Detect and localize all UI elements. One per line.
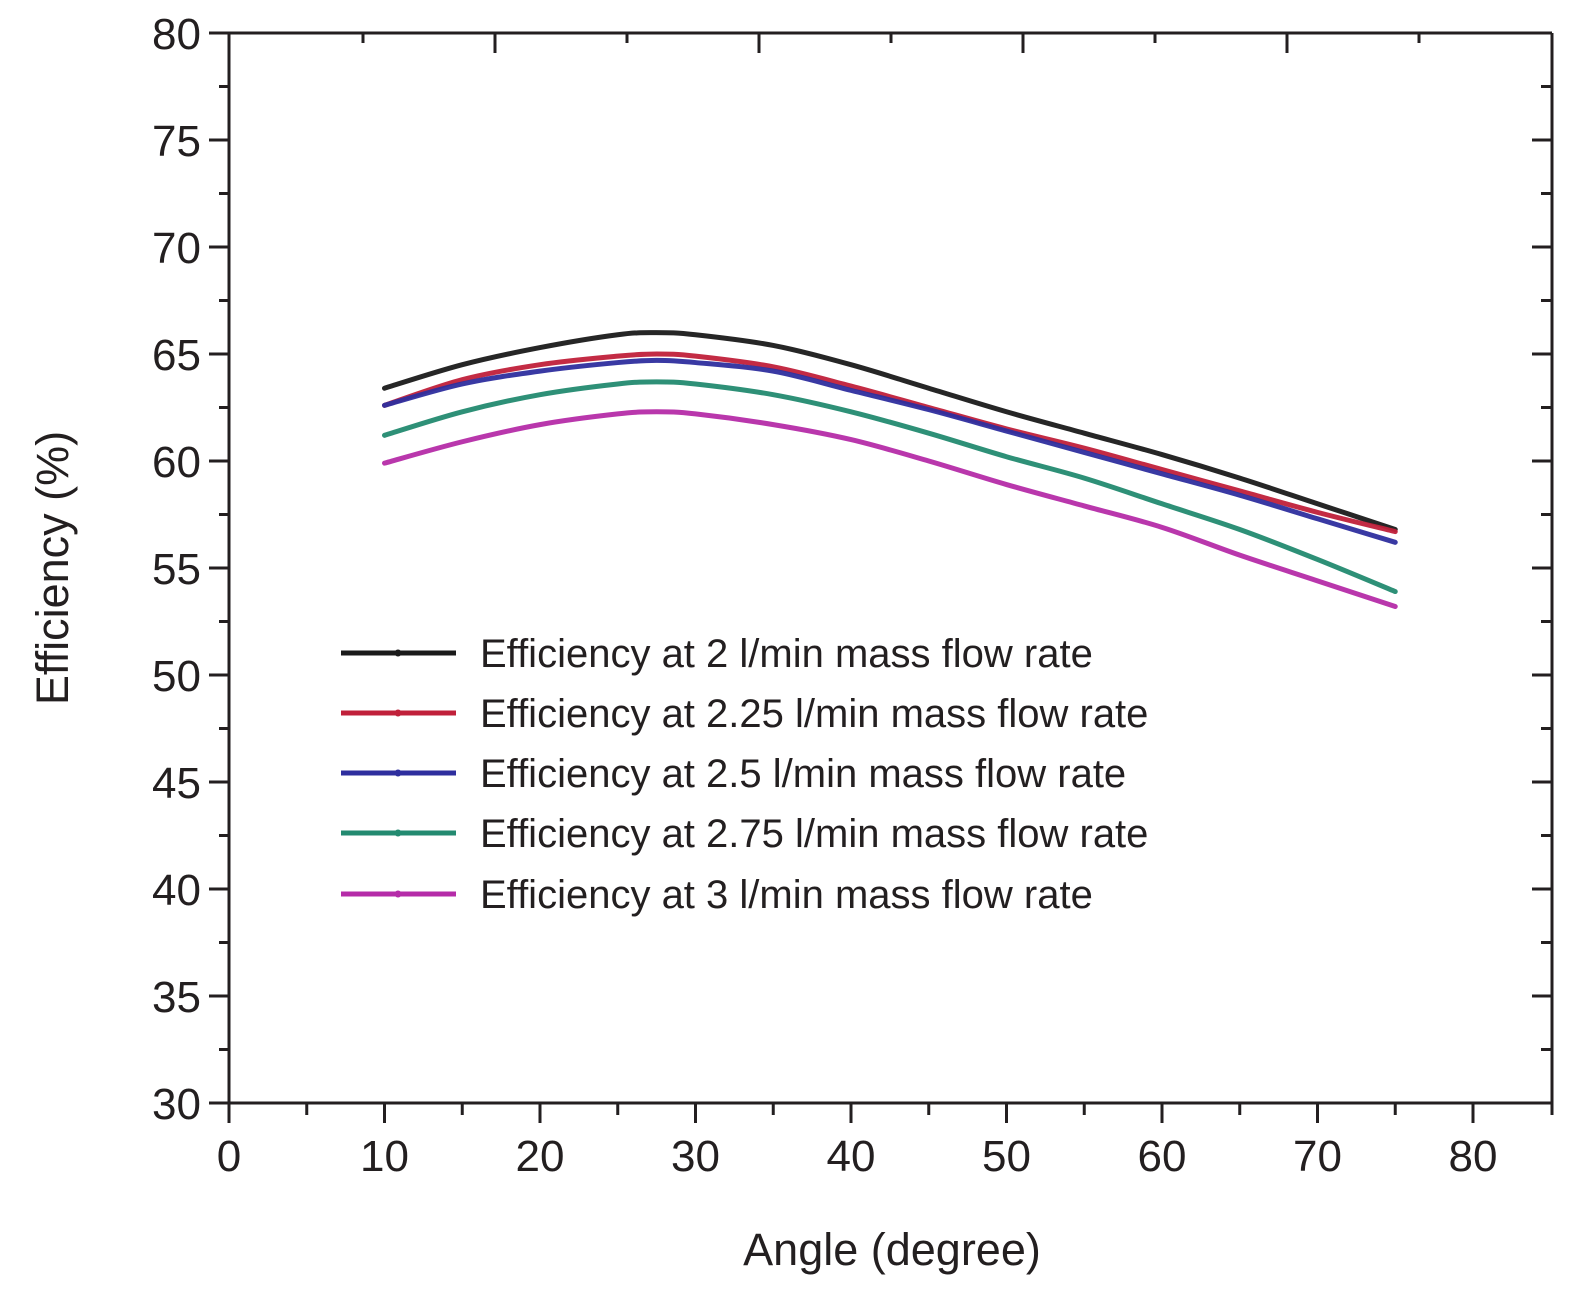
legend-item: Efficiency at 2 l/min mass flow rate: [341, 632, 1093, 676]
legend-item: Efficiency at 2.75 l/min mass flow rate: [341, 812, 1148, 856]
x-tick-label: 10: [360, 1132, 409, 1181]
y-tick-label: 65: [152, 331, 201, 380]
y-tick-label: 40: [152, 866, 201, 915]
legend-label: Efficiency at 2.25 l/min mass flow rate: [480, 692, 1148, 736]
legend-label: Efficiency at 2.75 l/min mass flow rate: [480, 812, 1148, 856]
x-tick-label: 60: [1138, 1132, 1187, 1181]
legend-swatch-marker: [394, 649, 402, 657]
x-tick-label: 50: [982, 1132, 1031, 1181]
x-tick-label: 70: [1293, 1132, 1342, 1181]
legend-label: Efficiency at 2.5 l/min mass flow rate: [480, 752, 1126, 796]
x-tick-label: 20: [516, 1132, 565, 1181]
legend: Efficiency at 2 l/min mass flow rate Effi…: [341, 632, 1148, 917]
y-tick-label: 70: [152, 224, 201, 273]
y-tick-label: 45: [152, 759, 201, 808]
y-tick-label: 80: [152, 10, 201, 59]
x-tick-label: 0: [217, 1132, 241, 1181]
series-line-4: [382, 379, 1398, 595]
legend-swatch-marker: [394, 769, 402, 777]
axes: 30 35 40 45 50 55 60 65 70 75 80 0 10 20 30 40 50 60 70 80: [152, 10, 1554, 1181]
series-line-2: [382, 351, 1398, 535]
legend-swatch-marker: [394, 829, 402, 837]
legend-item: Efficiency at 2.5 l/min mass flow rate: [341, 752, 1126, 796]
x-tick-label: 40: [827, 1132, 876, 1181]
y-tick-label: 55: [152, 545, 201, 594]
y-tick-label: 75: [152, 117, 201, 166]
legend-swatch-marker: [394, 890, 402, 898]
y-axis-title: Efficiency (%): [27, 431, 78, 705]
y-tick-label: 60: [152, 438, 201, 487]
series-line-3: [382, 357, 1398, 545]
legend-swatch-marker: [394, 709, 402, 717]
x-tick-label: 80: [1449, 1132, 1498, 1181]
x-axis-title: Angle (degree): [743, 1224, 1041, 1275]
series-lines: [382, 330, 1398, 610]
y-tick-label: 30: [152, 1080, 201, 1129]
series-line-1: [382, 330, 1398, 532]
legend-label: Efficiency at 2 l/min mass flow rate: [480, 632, 1093, 676]
legend-item: Efficiency at 3 l/min mass flow rate: [341, 873, 1093, 917]
y-tick-label: 50: [152, 652, 201, 701]
y-tick-label: 35: [152, 973, 201, 1022]
legend-item: Efficiency at 2.25 l/min mass flow rate: [341, 692, 1148, 736]
legend-label: Efficiency at 3 l/min mass flow rate: [480, 873, 1093, 917]
series-line-5: [382, 409, 1398, 610]
x-tick-label: 30: [671, 1132, 720, 1181]
